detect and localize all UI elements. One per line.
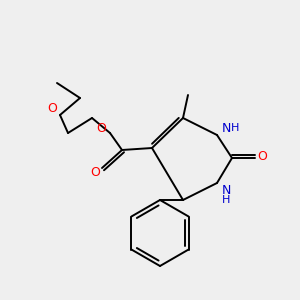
Text: O: O [47, 103, 57, 116]
Text: N: N [221, 122, 231, 134]
Text: H: H [231, 123, 239, 133]
Text: O: O [96, 122, 106, 134]
Text: H: H [222, 195, 230, 205]
Text: O: O [257, 151, 267, 164]
Text: O: O [90, 167, 100, 179]
Text: N: N [221, 184, 231, 196]
